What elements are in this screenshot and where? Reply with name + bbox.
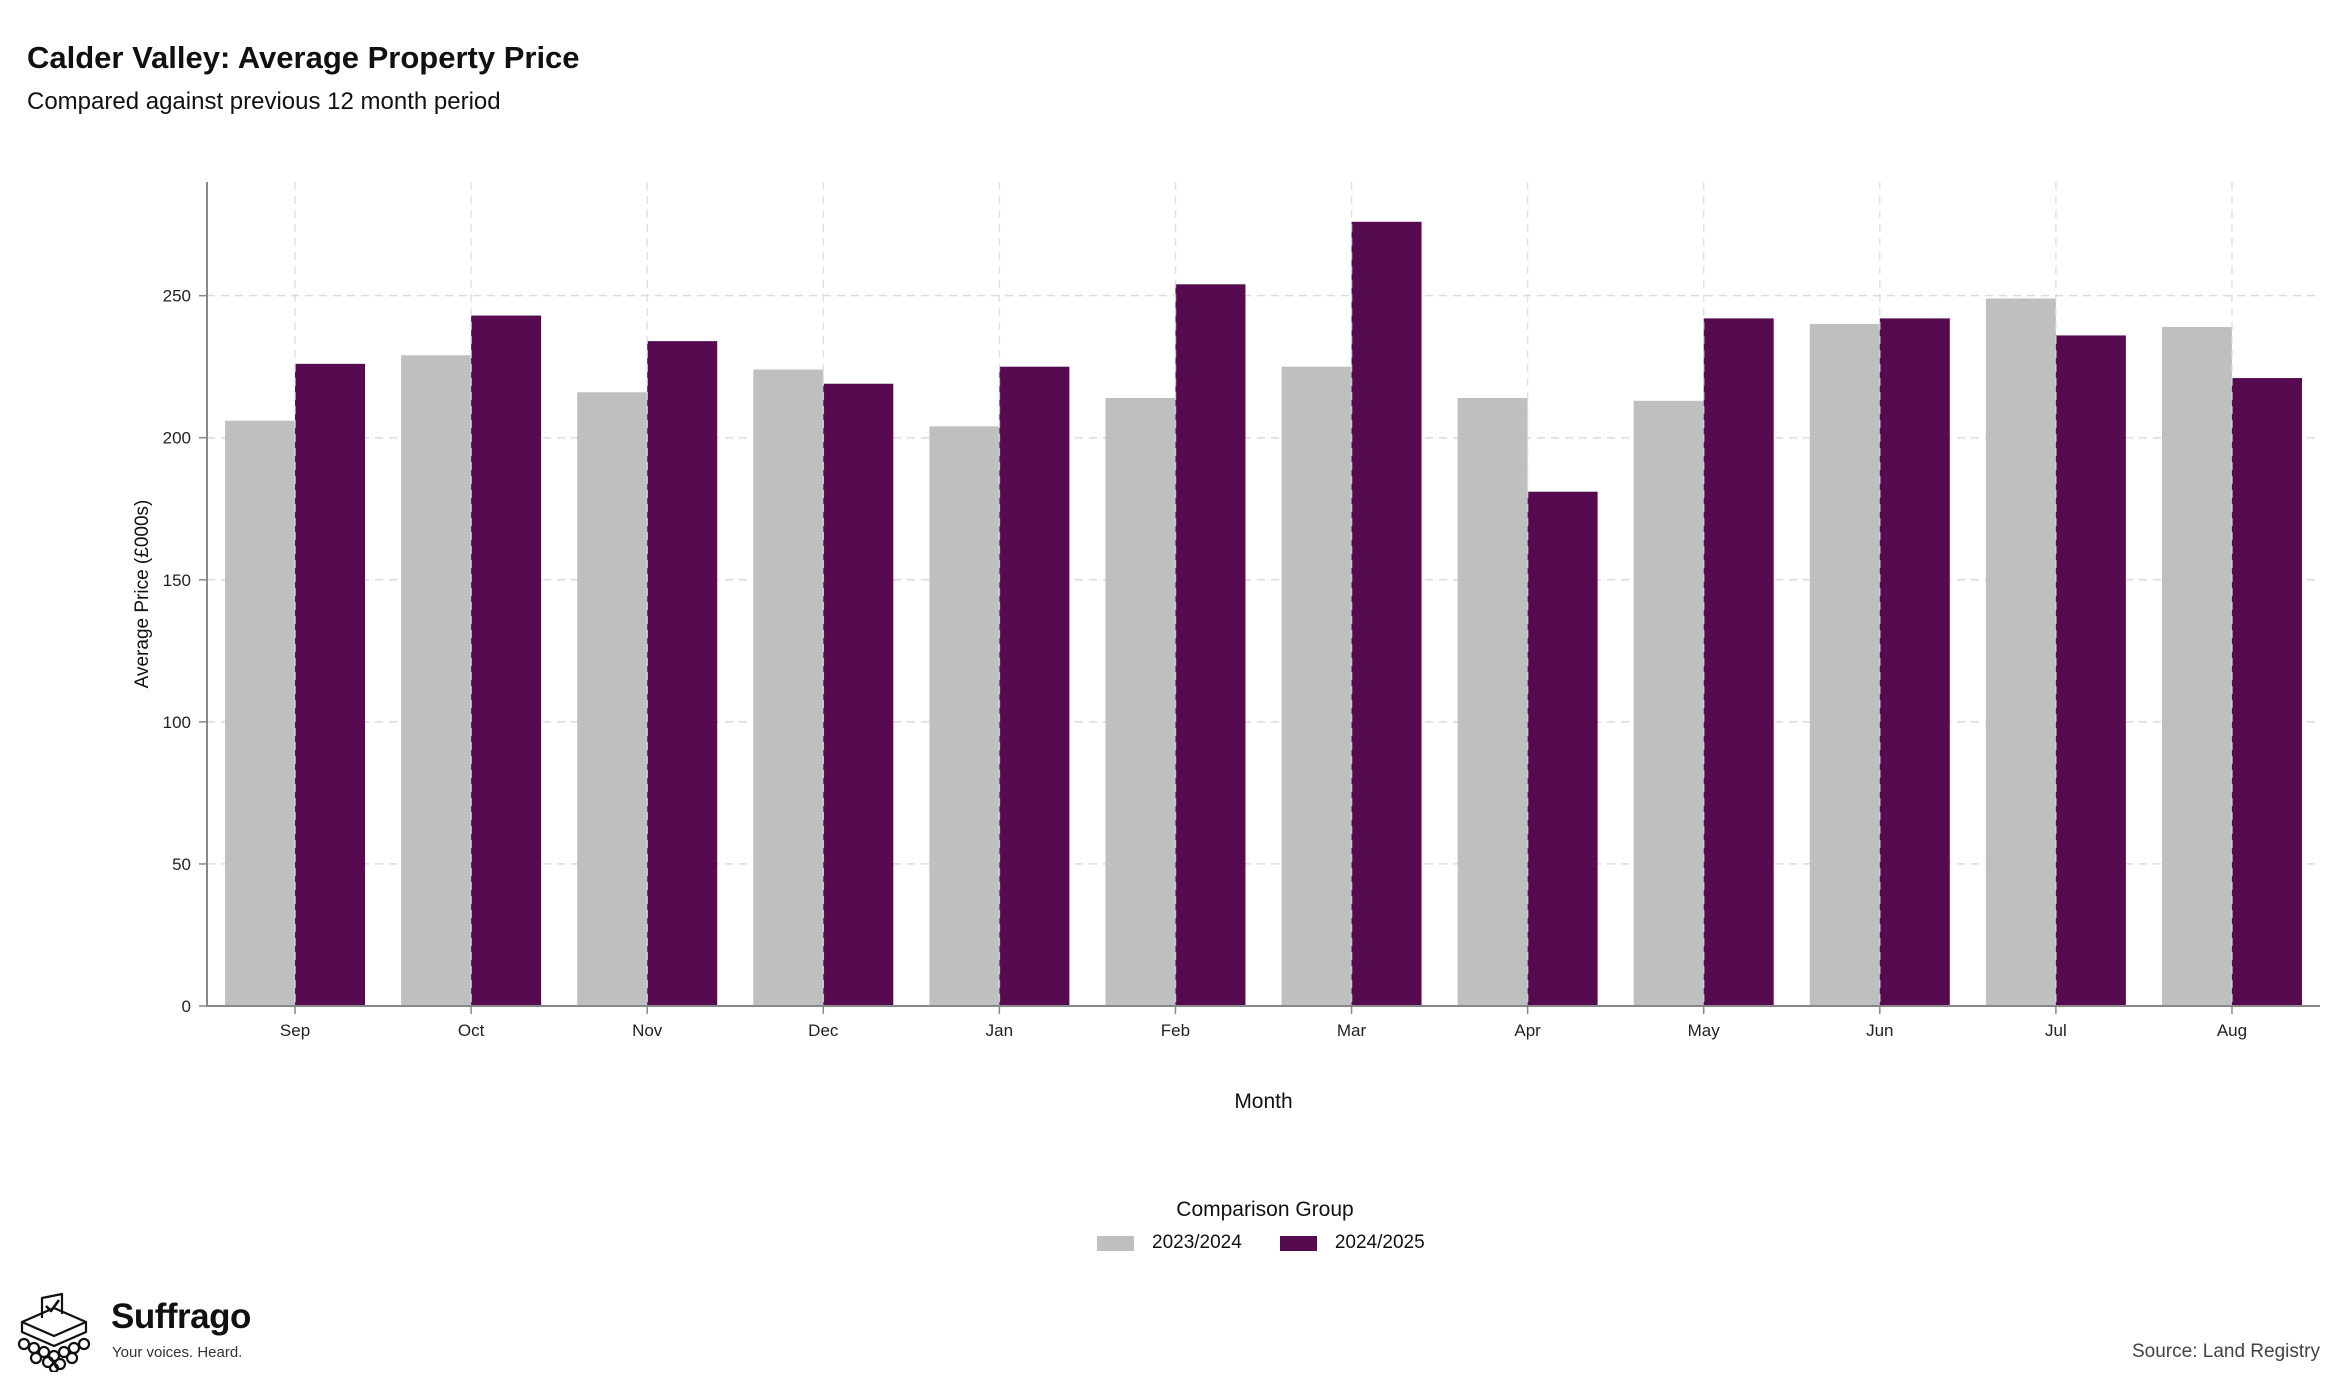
x-tick-label-mar: Mar: [1337, 1021, 1367, 1040]
y-tick-label: 100: [163, 713, 191, 732]
bar-2024-2025-jun: [1879, 318, 1950, 1006]
bar-2023-2024-may: [1633, 400, 1704, 1006]
x-axis-title: Month: [1234, 1090, 1292, 1113]
bar-2023-2024-feb: [1105, 397, 1176, 1006]
bar-2024-2025-aug: [2231, 378, 2302, 1006]
y-tick-label: 250: [163, 287, 191, 306]
bar-2024-2025-nov: [647, 341, 718, 1006]
bar-2023-2024-jun: [1809, 324, 1880, 1006]
ballot-box-icon: [17, 1292, 91, 1374]
bar-2023-2024-jan: [929, 426, 1000, 1006]
x-tick-label-nov: Nov: [632, 1021, 663, 1040]
x-tick-label-oct: Oct: [458, 1021, 485, 1040]
brand-tagline: Your voices. Heard.: [112, 1344, 243, 1361]
bar-2023-2024-sep: [225, 420, 296, 1006]
legend-title: Comparison Group: [1176, 1198, 1354, 1221]
bar-2023-2024-jul: [1985, 298, 2056, 1006]
legend-label-2023: 2023/2024: [1152, 1232, 1242, 1253]
bar-2023-2024-apr: [1457, 397, 1528, 1006]
chart-subtitle: Compared against previous 12 month perio…: [27, 88, 501, 115]
x-tick-label-may: May: [1688, 1021, 1721, 1040]
bar-2024-2025-feb: [1175, 284, 1246, 1006]
bar-2023-2024-dec: [753, 369, 824, 1007]
x-tick-label-jan: Jan: [986, 1021, 1013, 1040]
legend-item-2023: 2023/2024: [1097, 1232, 1242, 1254]
x-tick-label-jul: Jul: [2045, 1021, 2067, 1040]
chart-title: Calder Valley: Average Property Price: [27, 40, 580, 75]
source-note: Source: Land Registry: [2132, 1341, 2320, 1362]
bar-chart: 0 50 100 150 200 250 Sep Oct Nov Dec Jan Feb Mar Apr M…: [132, 182, 2320, 1113]
bar-2023-2024-mar: [1281, 366, 1352, 1006]
legend-label-2024: 2024/2025: [1334, 1232, 1425, 1253]
bar-2024-2025-jul: [2055, 335, 2126, 1007]
bar-2023-2024-oct: [401, 355, 472, 1007]
x-tick-label-sep: Sep: [280, 1021, 310, 1040]
bar-2024-2025-oct: [471, 315, 542, 1007]
legend-swatch-2024: [1279, 1235, 1317, 1251]
bar-2024-2025-may: [1703, 318, 1774, 1006]
y-tick-label: 50: [172, 855, 191, 874]
legend-swatch-2023: [1097, 1235, 1134, 1251]
x-tick-label-dec: Dec: [808, 1021, 839, 1040]
x-tick-label-jun: Jun: [1866, 1021, 1893, 1040]
y-tick-label: 0: [182, 997, 191, 1016]
bar-2024-2025-mar: [1351, 221, 1422, 1007]
x-tick-label-feb: Feb: [1161, 1021, 1190, 1040]
legend-item-2024: 2024/2025: [1279, 1232, 1425, 1254]
x-tick-label-apr: Apr: [1514, 1021, 1541, 1040]
x-tick-label-aug: Aug: [2217, 1021, 2247, 1040]
bar-2024-2025-jan: [999, 366, 1070, 1006]
y-tick-label: 200: [163, 429, 191, 448]
bar-2024-2025-sep: [295, 363, 366, 1006]
bar-2024-2025-dec: [823, 383, 894, 1007]
y-tick-label: 150: [163, 571, 191, 590]
bar-2024-2025-apr: [1527, 491, 1598, 1007]
y-axis-title: Average Price (£000s): [132, 500, 153, 689]
brand-logo: Suffrago Your voices. Heard.: [14, 1292, 251, 1377]
bar-2023-2024-nov: [577, 392, 648, 1006]
bar-2023-2024-aug: [2161, 326, 2232, 1006]
brand-name: Suffrago: [111, 1297, 251, 1336]
